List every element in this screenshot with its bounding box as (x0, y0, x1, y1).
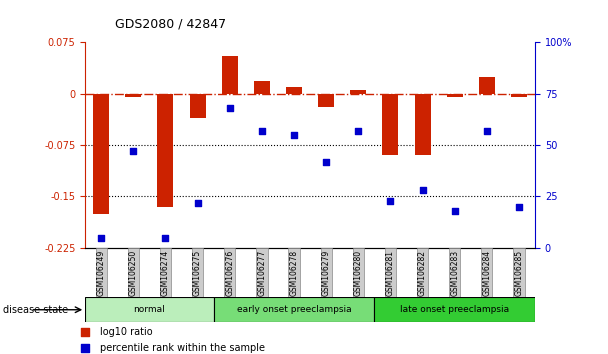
Text: GSM106284: GSM106284 (482, 250, 491, 296)
Bar (382, 94, 398, 155)
Bar (350, 90, 366, 94)
Text: early onset preeclampsia: early onset preeclampsia (237, 305, 351, 314)
Text: GSM106279: GSM106279 (322, 250, 331, 296)
Point (161, 235, 170, 240)
Bar (415, 94, 430, 155)
Point (482, 128, 492, 133)
Bar (190, 94, 206, 118)
Text: GDS2080 / 42847: GDS2080 / 42847 (115, 18, 226, 31)
Point (418, 188, 427, 193)
Bar (93, 94, 109, 213)
Bar (447, 94, 463, 97)
Text: disease state: disease state (3, 305, 68, 315)
Text: GSM106276: GSM106276 (225, 250, 234, 296)
Text: GSM106283: GSM106283 (450, 250, 459, 296)
Bar (125, 94, 141, 97)
FancyBboxPatch shape (213, 297, 375, 322)
Text: percentile rank within the sample: percentile rank within the sample (100, 343, 264, 353)
Point (80, 345, 90, 350)
Bar (511, 94, 527, 97)
Bar (222, 56, 238, 94)
Point (257, 128, 267, 133)
Text: GSM106285: GSM106285 (514, 250, 523, 296)
Point (450, 208, 460, 214)
FancyBboxPatch shape (375, 297, 535, 322)
Point (80, 329, 90, 335)
Text: GSM106278: GSM106278 (289, 250, 299, 296)
Point (96, 235, 106, 240)
Point (289, 132, 299, 138)
Point (225, 105, 235, 111)
Point (321, 159, 331, 164)
Text: GSM106274: GSM106274 (161, 250, 170, 296)
Bar (479, 77, 495, 94)
Point (193, 200, 202, 205)
Bar (318, 94, 334, 108)
Point (128, 148, 138, 154)
Text: GSM106277: GSM106277 (257, 250, 266, 296)
Point (353, 128, 363, 133)
Bar (286, 87, 302, 94)
FancyBboxPatch shape (85, 297, 213, 322)
Text: GSM106275: GSM106275 (193, 250, 202, 296)
Point (514, 204, 524, 210)
Text: GSM106250: GSM106250 (129, 250, 138, 296)
Bar (157, 94, 173, 207)
Text: GSM106282: GSM106282 (418, 250, 427, 296)
Text: GSM106281: GSM106281 (386, 250, 395, 296)
Point (385, 198, 395, 204)
Text: late onset preeclampsia: late onset preeclampsia (400, 305, 510, 314)
Bar (254, 81, 270, 94)
Text: normal: normal (134, 305, 165, 314)
Text: GSM106280: GSM106280 (354, 250, 363, 296)
Text: GSM106249: GSM106249 (97, 250, 106, 296)
Text: log10 ratio: log10 ratio (100, 327, 153, 337)
